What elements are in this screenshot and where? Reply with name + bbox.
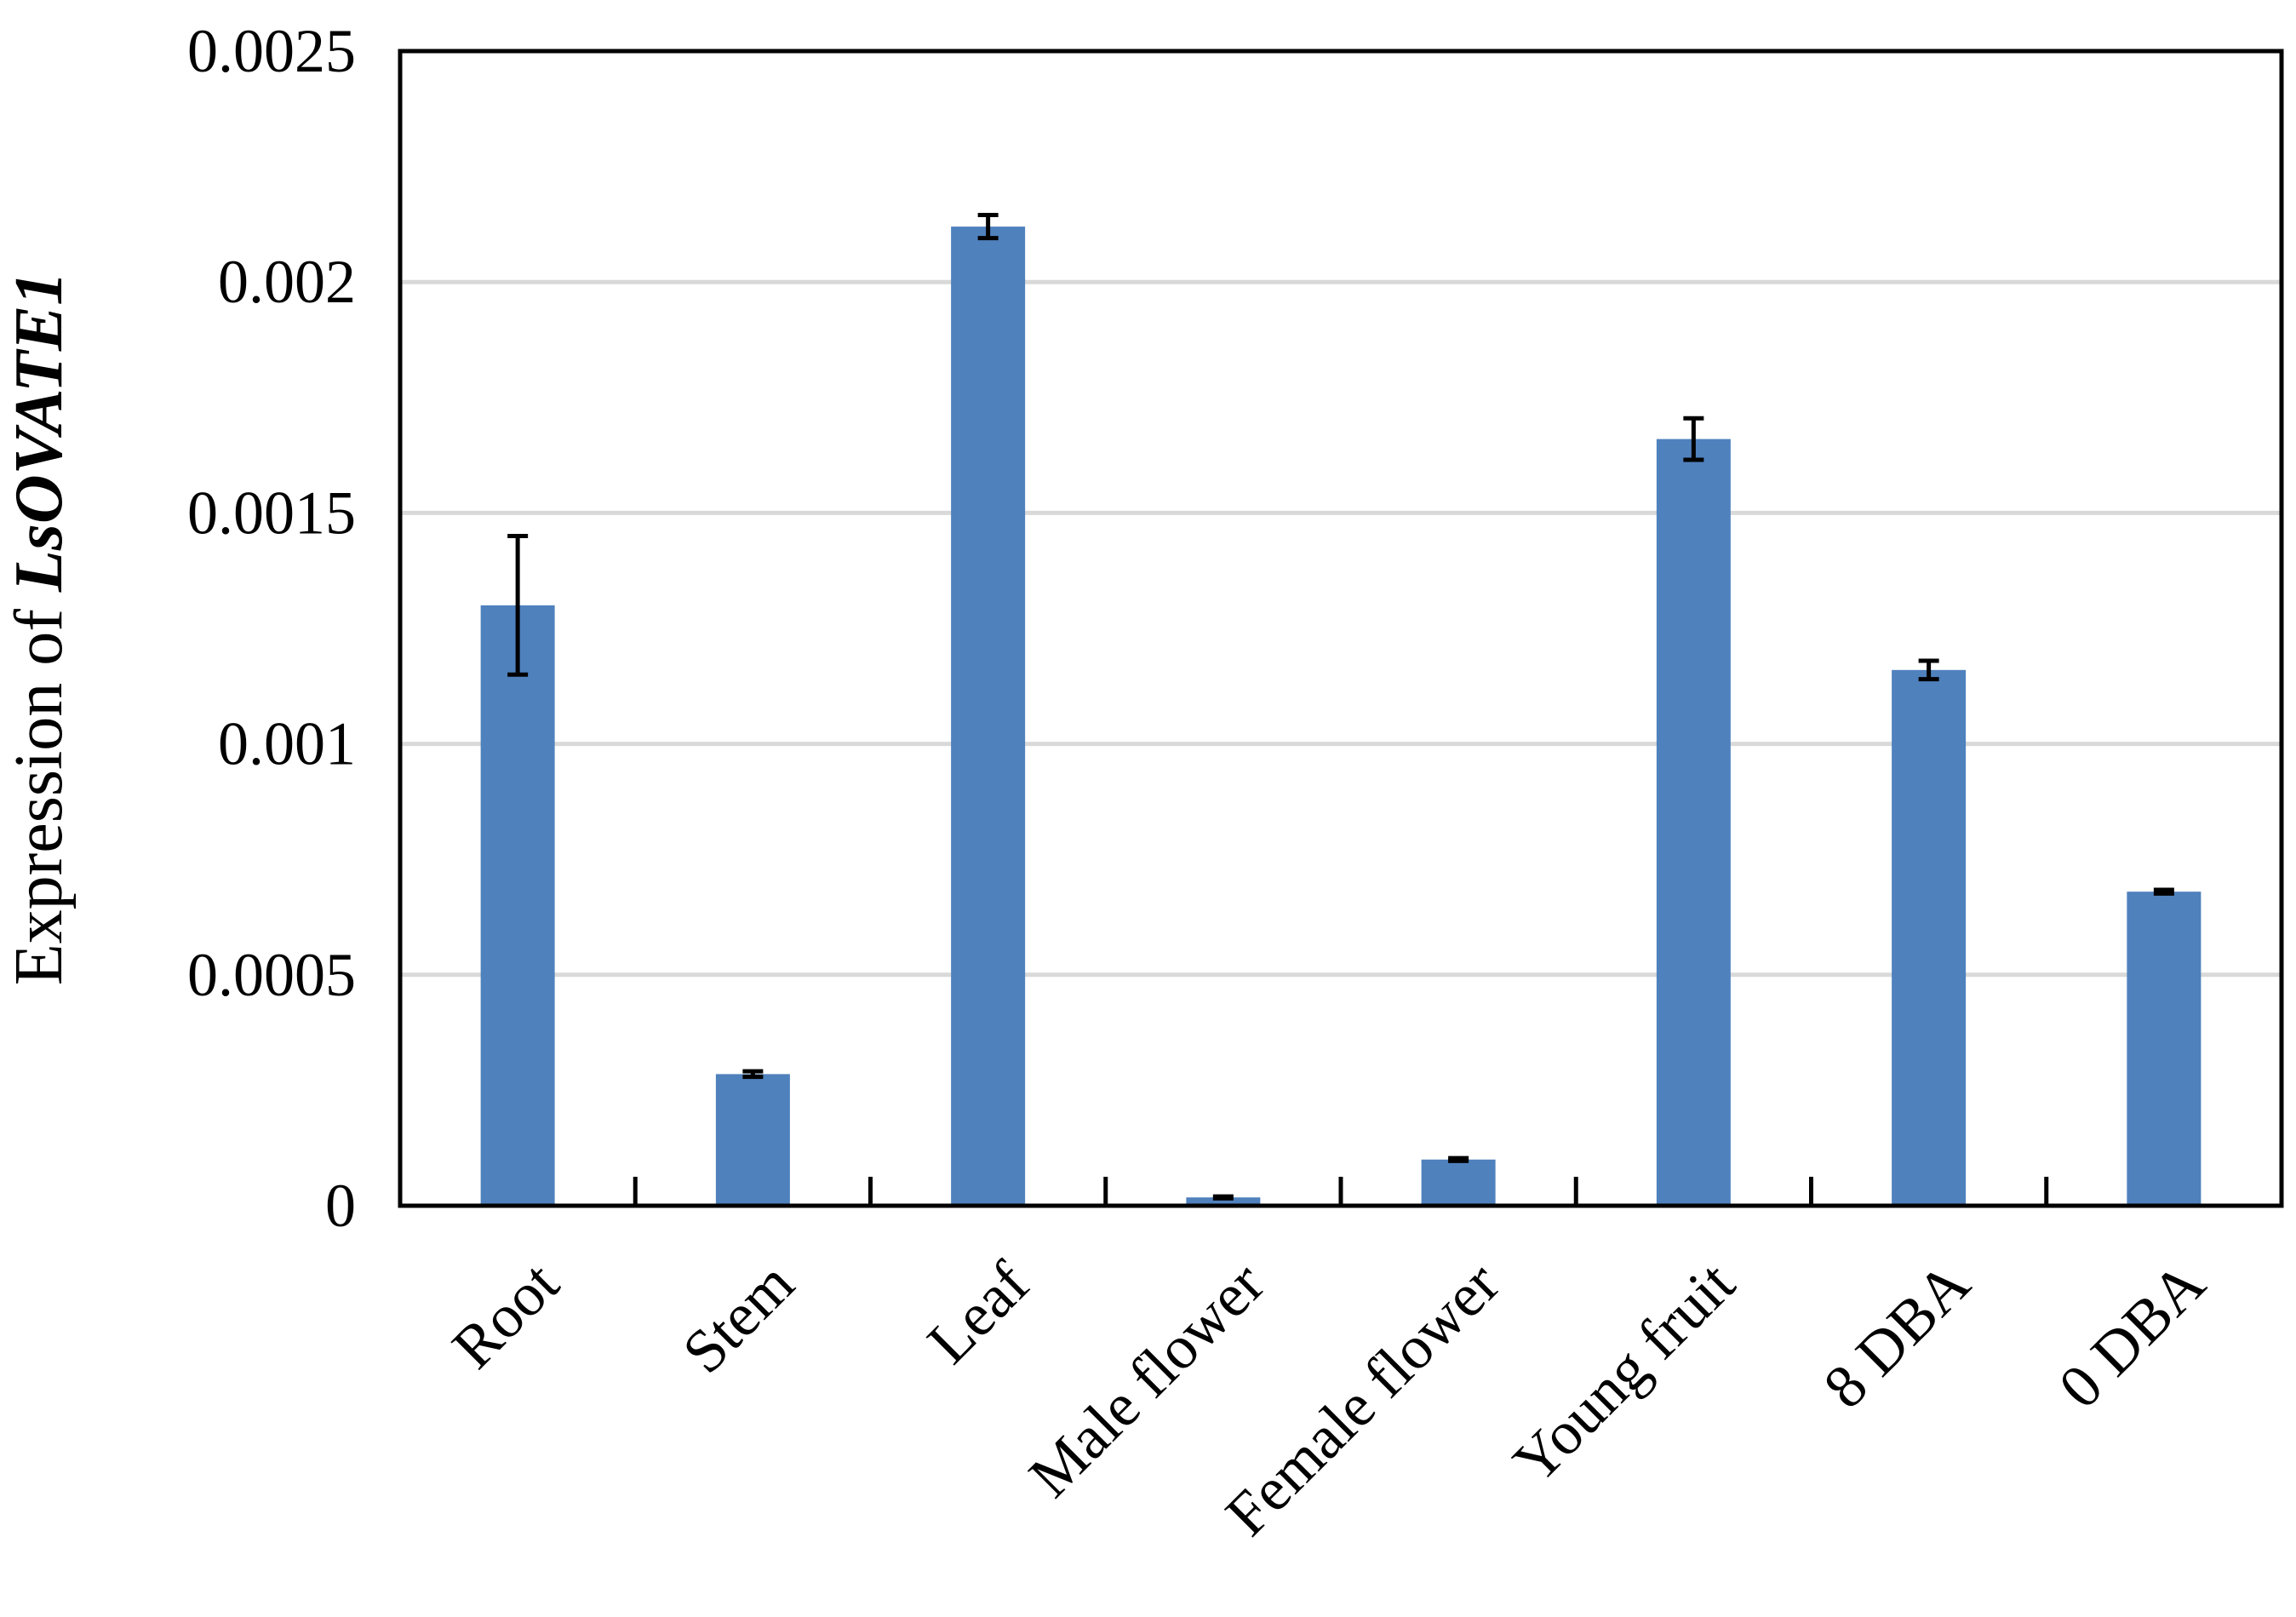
bar-young-fruit bbox=[1656, 439, 1731, 1206]
y-tick-label: 0 bbox=[325, 1172, 356, 1240]
plot-frame bbox=[398, 49, 2284, 1208]
y-axis-title-gene: LsOVATE1 bbox=[2, 272, 77, 593]
y-tick-label: 0.0005 bbox=[187, 941, 356, 1009]
gridlines bbox=[400, 279, 2282, 978]
y-axis-title: Expression of LsOVATE1 bbox=[2, 272, 77, 986]
y-tick-label: 0.001 bbox=[218, 710, 356, 778]
x-tick-label: Male flower bbox=[1016, 1249, 1277, 1511]
error-bar bbox=[1212, 1194, 1234, 1201]
x-tick-label: Stem bbox=[669, 1249, 806, 1386]
error-bar bbox=[1448, 1155, 1469, 1163]
bar-female-flower bbox=[1421, 1159, 1496, 1206]
bar-male-flower bbox=[1186, 1197, 1261, 1206]
error-bar bbox=[2153, 887, 2174, 896]
y-tick-labels: 0 0.0005 0.001 0.0015 0.002 0.0025 bbox=[187, 17, 356, 1240]
x-tick-label: Leaf bbox=[914, 1249, 1042, 1377]
bar-0-dba bbox=[2127, 892, 2202, 1206]
y-tick-label: 0.002 bbox=[218, 248, 356, 316]
bars bbox=[480, 226, 2202, 1206]
error-bar bbox=[507, 534, 529, 677]
bar-stem bbox=[715, 1074, 790, 1206]
error-bar bbox=[1683, 416, 1704, 462]
error-bar bbox=[1918, 658, 1939, 682]
x-tick-label: Root bbox=[439, 1249, 572, 1382]
bar-leaf bbox=[951, 226, 1026, 1206]
y-axis-title-prefix: Expression of bbox=[2, 592, 77, 985]
error-bar bbox=[977, 213, 999, 241]
x-ticks bbox=[633, 1177, 2049, 1206]
bar-root bbox=[480, 605, 555, 1206]
y-tick-label: 0.0015 bbox=[187, 479, 356, 547]
error-bar bbox=[742, 1069, 764, 1080]
y-tick-label: 0.0025 bbox=[187, 17, 356, 85]
x-tick-label: 0 DBA bbox=[2046, 1249, 2218, 1421]
error-bars bbox=[507, 213, 2174, 1201]
x-tick-label: 8 DBA bbox=[1811, 1249, 1983, 1421]
bar-8-dba bbox=[1892, 669, 1967, 1206]
x-tick-label: Young fruit bbox=[1500, 1249, 1747, 1496]
